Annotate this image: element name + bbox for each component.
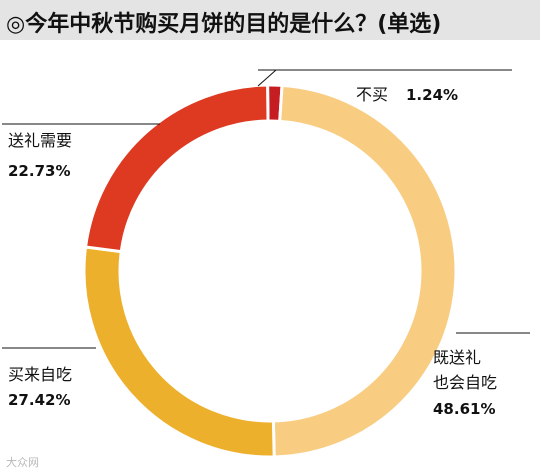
- title-bar: [0, 0, 540, 40]
- slice-value-gift: 22.73%: [8, 162, 70, 180]
- chart-title: ◎今年中秋节购买月饼的目的是什么？(单选): [6, 12, 442, 37]
- leader-tick-none: [257, 69, 277, 87]
- slice-label-gift: 送礼需要: [8, 131, 72, 150]
- slice-value-both: 48.61%: [433, 400, 495, 418]
- watermark: 大众网: [6, 455, 39, 469]
- slice-self: [82, 245, 276, 459]
- slice-label-none: 不买: [356, 85, 388, 104]
- slice-label-both-line2: 也会自吃: [433, 373, 497, 392]
- slice-gift: [83, 83, 270, 254]
- slice-value-self: 27.42%: [8, 391, 70, 409]
- slice-both: [271, 83, 458, 459]
- slice-label-self: 买来自吃: [8, 365, 72, 384]
- slice-label-both-line1: 既送礼: [433, 348, 481, 367]
- slice-value-none: 1.24%: [406, 86, 458, 104]
- leader-lines: [2, 69, 530, 349]
- donut-slices: [82, 83, 458, 459]
